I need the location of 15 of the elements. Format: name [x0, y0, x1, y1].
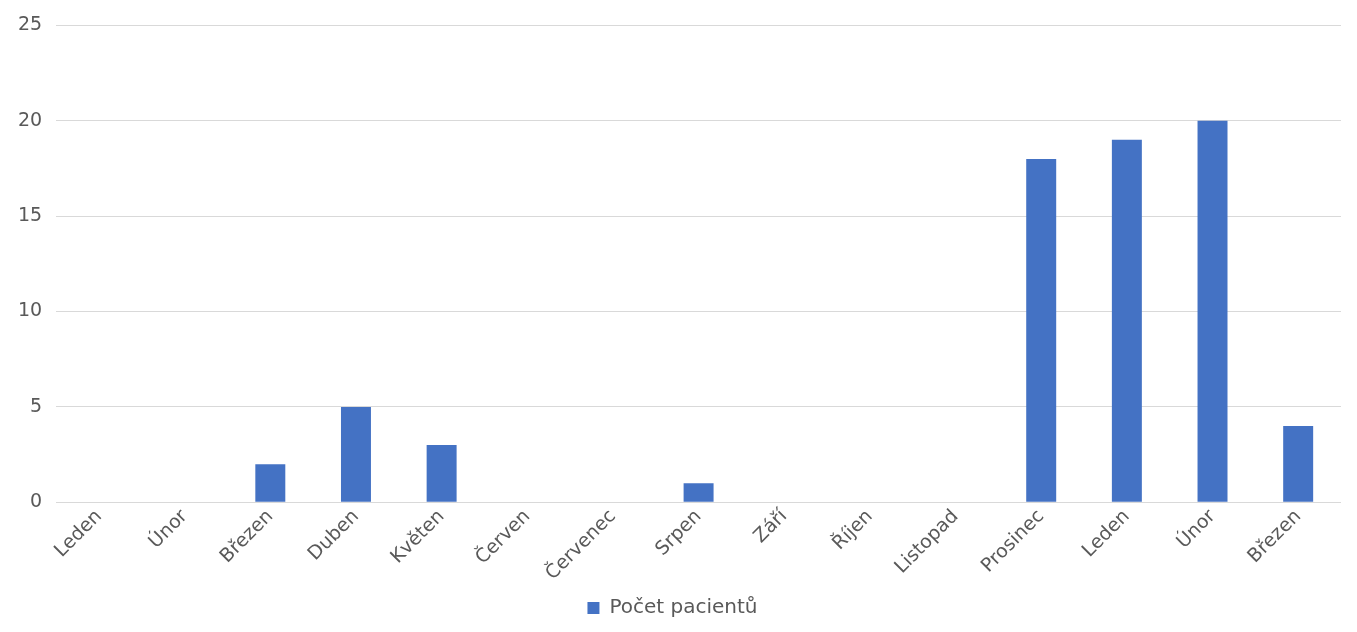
- bar: [255, 464, 286, 502]
- bar: [340, 406, 371, 502]
- y-tick-label: 5: [30, 393, 43, 416]
- y-tick-label: 15: [17, 203, 43, 226]
- y-tick-label: 25: [17, 12, 43, 35]
- y-tick-label: 0: [30, 489, 43, 512]
- bar: [426, 445, 457, 502]
- y-tick-label: 20: [17, 107, 43, 130]
- bar: [1026, 158, 1057, 502]
- bar: [1197, 120, 1228, 502]
- y-tick-label: 10: [17, 298, 43, 321]
- legend-label: Počet pacientů: [609, 594, 758, 619]
- bar: [1283, 426, 1314, 502]
- bar: [1111, 139, 1142, 502]
- bar: [683, 483, 714, 502]
